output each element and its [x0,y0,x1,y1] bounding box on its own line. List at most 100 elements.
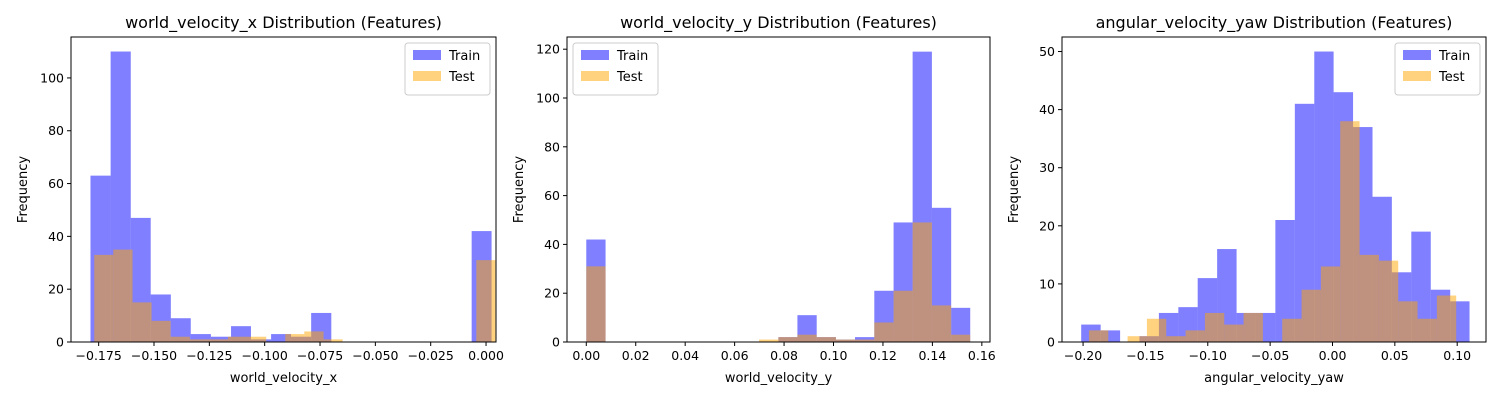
axes-frame [566,36,991,343]
chart-title: angular_velocity_yaw Distribution (Featu… [1096,13,1453,33]
y-tick-label: 0 [552,335,560,350]
histogram-bar [151,320,171,342]
histogram-bar [1088,330,1109,342]
histogram-bar [304,331,324,342]
histogram-bar [285,334,305,342]
axes-frame [70,36,497,343]
y-tick-label: 0 [56,335,64,350]
histogram-bar [1166,336,1186,342]
y-tick-label: 40 [1039,102,1055,117]
x-tick-label: 0.04 [671,348,699,363]
histogram-bar [1146,318,1167,342]
x-tick-label: −0.150 [131,348,177,363]
x-tick-label: −0.20 [1064,348,1102,363]
x-axis-label: angular_velocity_yaw [1204,371,1344,386]
x-tick-label: −0.100 [242,348,288,363]
legend: Train Test [404,42,491,96]
y-tick-label: 0 [1047,335,1055,350]
legend: Train Test [572,42,659,96]
histogram-bar [1398,301,1418,342]
y-tick-label: 20 [48,282,64,297]
x-tick-label: 0.05 [1381,348,1409,363]
chart-title: world_velocity_x Distribution (Features) [125,13,442,33]
histogram-bar [208,339,228,342]
histogram-bar [271,334,292,342]
x-tick-label: −0.05 [1251,348,1289,363]
series-test [586,222,971,342]
x-tick-label: 0.16 [968,348,996,363]
histogram-bar [170,318,191,342]
x-tick-label: 0.10 [1443,348,1471,363]
x-tick-label: −0.050 [352,348,398,363]
histogram-bar [1127,336,1147,342]
chart-title: world_velocity_y Distribution (Features) [620,13,937,33]
histogram-bar [951,307,971,342]
histogram-bar [1100,330,1121,342]
y-axis-label: Frequency [512,156,527,223]
histogram-bar [1359,254,1379,342]
legend-swatch-test [1403,71,1431,81]
y-tick-label: 40 [544,237,560,252]
legend: Train Test [1394,42,1481,96]
x-tick-label: 0.14 [918,348,946,363]
x-tick-label: −0.075 [297,348,343,363]
y-tick-label: 100 [40,70,64,85]
chart-panel-2: 0.00 0.02 0.04 0.06 0.08 0.10 0.12 0.14 0.16 0 20 4… [512,13,996,386]
x-axis-label: world_velocity_x [230,371,338,386]
histogram-bar [1224,324,1244,342]
series-test [94,249,496,342]
histogram-bar [855,339,875,342]
histogram-bar [1436,295,1457,342]
histogram-bar [797,334,817,342]
legend-swatch-train [1403,50,1431,60]
x-tick-label: 0.000 [468,348,504,363]
histogram-bar [190,334,211,342]
y-tick-label: 50 [1039,44,1055,59]
histogram-bar [170,336,190,342]
histogram-bar [132,302,152,342]
axes-frame [1061,36,1487,343]
series-test [1088,121,1457,343]
legend-label-test: Test [616,70,643,85]
histogram-bar [586,266,606,342]
x-tick-label: 0.06 [721,348,749,363]
histogram-bar [874,322,894,342]
legend-label-train: Train [616,49,648,64]
histogram-bar [893,290,913,342]
y-tick-label: 80 [48,123,64,138]
histogram-bar [189,339,209,342]
y-axis-label: Frequency [1007,156,1022,223]
y-tick-label: 80 [544,139,560,154]
y-tick-label: 120 [536,42,560,57]
legend-swatch-train [581,50,609,60]
histogram-bar [1243,312,1263,342]
x-tick-label: 0.00 [1319,348,1347,363]
x-tick-label: −0.10 [1189,348,1227,363]
chart-panel-3: −0.20 −0.15 −0.10 −0.05 0.00 0.05 0.10 0 10 20 30 4… [1007,13,1487,386]
histogram-bar [227,336,247,342]
x-axis-label: world_velocity_y [725,371,833,386]
histogram-bar [951,334,971,342]
legend-label-test: Test [1438,70,1465,85]
histogram-bar [931,305,952,342]
histogram-bar [113,249,133,342]
histogram-bar [778,337,798,342]
histogram-bar [94,254,114,342]
legend-swatch-test [413,71,441,81]
histogram-bar [476,260,496,342]
y-tick-label: 20 [1039,218,1055,233]
x-tick-label: −0.125 [186,348,232,363]
y-tick-label: 30 [1039,160,1055,175]
x-tick-label: −0.025 [408,348,454,363]
histogram-bar [1185,330,1205,342]
histogram-bar [1417,318,1437,342]
x-tick-label: −0.175 [76,348,122,363]
legend-label-train: Train [1438,49,1470,64]
x-tick-label: 0.02 [622,348,650,363]
y-tick-label: 60 [48,176,64,191]
y-axis-label: Frequency [16,156,31,223]
histogram-bar [1320,266,1341,342]
y-tick-label: 60 [544,188,560,203]
x-tick-label: −0.15 [1126,348,1164,363]
